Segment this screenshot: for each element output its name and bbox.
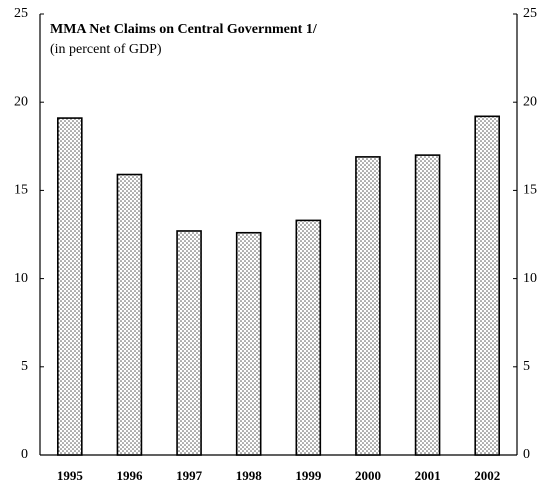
chart-subtitle: (in percent of GDP) [50,42,162,57]
y2-tick-label: 0 [523,447,530,462]
y2-tick-label: 15 [523,183,537,198]
bar [235,231,262,456]
y-tick-label: 0 [21,447,28,462]
y-tick-label: 25 [14,6,28,21]
y-tick-label: 20 [14,94,28,109]
x-tick-label: 2001 [415,468,441,483]
y2-tick-label: 5 [523,359,530,374]
x-tick-label: 2002 [474,468,500,483]
y2-tick-label: 10 [523,271,537,286]
y-tick-label: 5 [21,359,28,374]
x-tick-label: 1997 [176,468,203,483]
bar [295,219,322,456]
chart-title: MMA Net Claims on Central Government 1/ [50,22,318,37]
y-tick-label: 10 [14,271,28,286]
bar [57,117,83,456]
bar [355,156,381,456]
y2-tick-label: 20 [523,94,537,109]
x-tick-label: 2000 [355,468,381,483]
y-tick-label: 15 [14,183,28,198]
x-tick-label: 1995 [57,468,84,483]
y2-tick-label: 25 [523,6,537,21]
x-tick-label: 1996 [116,468,143,483]
x-tick-label: 1998 [236,468,263,483]
bar [176,230,202,456]
bar [474,115,500,456]
bar [116,173,143,456]
bar [414,154,441,456]
x-tick-label: 1999 [295,468,322,483]
